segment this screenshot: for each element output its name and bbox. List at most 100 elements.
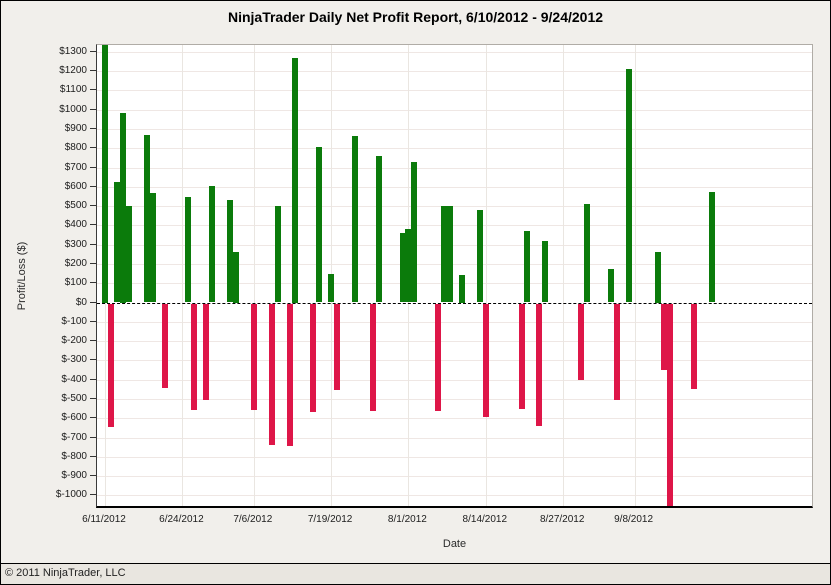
loss-bar [286, 303, 293, 447]
y-tick-label: $0 [75, 296, 87, 308]
y-tick-mark [90, 340, 96, 342]
loss-bar [578, 303, 584, 380]
profit-bar [405, 229, 412, 303]
profit-bar [185, 197, 192, 303]
x-tick-label: 7/19/2012 [307, 514, 353, 525]
profit-bar [399, 233, 406, 303]
h-gridline [97, 437, 812, 439]
loss-bar [268, 303, 275, 446]
h-gridline [97, 495, 812, 497]
h-gridline [97, 90, 812, 92]
loss-bar [334, 303, 341, 391]
x-tick-label: 8/27/2012 [539, 514, 585, 525]
h-gridline [97, 51, 812, 53]
y-tick-label: $1300 [59, 45, 87, 57]
zero-line [97, 302, 812, 304]
loss-bar [435, 303, 442, 411]
h-gridline [97, 263, 812, 265]
y-tick-mark [90, 378, 96, 380]
h-gridline [97, 379, 812, 381]
y-tick-label: $800 [64, 142, 87, 154]
y-tick-label: $-1000 [55, 489, 87, 501]
y-tick-label: $900 [64, 122, 87, 134]
y-tick-label: $-800 [61, 450, 87, 462]
y-tick-label: $1000 [59, 103, 87, 115]
y-tick-mark [90, 89, 96, 91]
y-tick-label: $1100 [59, 84, 87, 96]
loss-bar [191, 303, 198, 410]
y-tick-label: $200 [64, 257, 87, 269]
y-tick-mark [90, 301, 96, 303]
y-tick-label: $-400 [61, 373, 87, 385]
y-tick-mark [90, 359, 96, 361]
v-gridline [634, 45, 636, 506]
profit-bar [113, 181, 120, 303]
h-gridline [97, 360, 812, 362]
y-tick-label: $600 [64, 180, 87, 192]
copyright-text: © 2011 NinjaTrader, LLC [5, 567, 126, 579]
y-tick-mark [90, 455, 96, 457]
profit-bar [441, 206, 448, 303]
profit-bar [149, 192, 156, 303]
h-gridline [97, 167, 812, 169]
h-gridline [97, 206, 812, 208]
loss-bar [613, 303, 620, 400]
y-tick-label: $100 [64, 277, 87, 289]
loss-bar [310, 303, 317, 412]
y-tick-mark [90, 320, 96, 322]
v-gridline [563, 45, 565, 506]
y-tick-mark [90, 475, 96, 477]
profit-bar [143, 134, 150, 303]
y-tick-label: $-500 [61, 392, 87, 404]
h-gridline [97, 109, 812, 111]
y-tick-mark [90, 108, 96, 110]
loss-bar [518, 303, 525, 409]
profit-bar [102, 45, 108, 303]
loss-bar [482, 303, 489, 418]
profit-bar [125, 206, 132, 303]
v-gridline [485, 45, 487, 506]
y-tick-label: $400 [64, 219, 87, 231]
y-tick-mark [90, 417, 96, 419]
y-tick-label: $300 [64, 238, 87, 250]
profit-bar [119, 112, 126, 303]
y-tick-mark [90, 262, 96, 264]
y-tick-mark [90, 166, 96, 168]
x-tick-label: 6/11/2012 [82, 514, 126, 525]
h-gridline [97, 244, 812, 246]
y-tick-mark [90, 50, 96, 52]
y-tick-label: $-300 [61, 354, 87, 366]
x-tick-label: 8/14/2012 [462, 514, 508, 525]
profit-bar [226, 200, 233, 303]
y-tick-mark [90, 205, 96, 207]
loss-bar [369, 303, 376, 411]
loss-bar [203, 303, 210, 400]
h-gridline [97, 341, 812, 343]
loss-bar [250, 303, 257, 410]
loss-bar [667, 303, 674, 506]
x-tick-label: 7/6/2012 [233, 514, 273, 525]
y-tick-label: $700 [64, 161, 87, 173]
x-axis-title: Date [442, 538, 467, 550]
h-gridline [97, 476, 812, 478]
profit-bar [625, 69, 632, 303]
loss-bar [161, 303, 168, 389]
y-tick-label: $-900 [61, 470, 87, 482]
y-tick-mark [90, 494, 96, 496]
loss-bar [691, 303, 698, 390]
h-gridline [97, 418, 812, 420]
v-gridline [253, 45, 255, 506]
y-tick-mark [90, 185, 96, 187]
profit-bar [411, 161, 418, 303]
h-gridline [97, 128, 812, 130]
v-gridline [182, 45, 184, 506]
profit-bar [476, 209, 483, 303]
y-tick-mark [90, 147, 96, 149]
profit-bar [292, 57, 299, 303]
y-tick-mark [90, 397, 96, 399]
profit-bar [351, 135, 358, 303]
y-tick-label: $500 [64, 200, 87, 212]
h-gridline [97, 148, 812, 150]
y-tick-mark [90, 282, 96, 284]
